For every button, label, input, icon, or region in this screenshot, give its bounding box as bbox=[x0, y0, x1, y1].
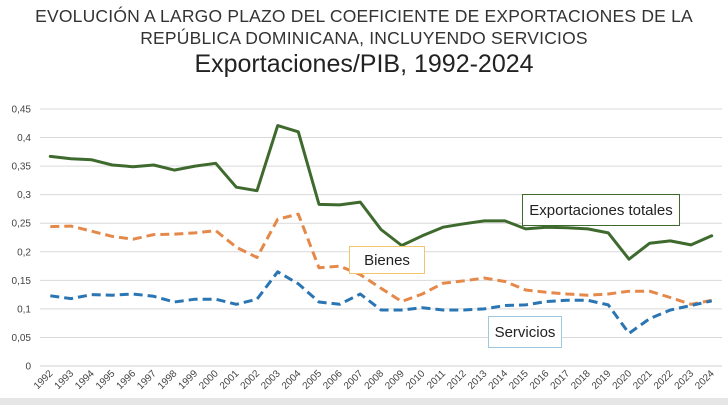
legend-label-bienes: Bienes bbox=[349, 246, 425, 274]
y-tick-label: 0 bbox=[25, 362, 31, 373]
x-tick-label: 1999 bbox=[177, 368, 201, 392]
x-axis-ticks: 1992199319941995199619971998199920002001… bbox=[32, 368, 717, 392]
gridlines bbox=[40, 108, 722, 367]
chart-title-line-1: EVOLUCIÓN A LARGO PLAZO DEL COEFICIENTE … bbox=[35, 6, 693, 26]
x-tick-label: 1996 bbox=[115, 368, 139, 392]
x-tick-label: 2018 bbox=[569, 368, 593, 392]
x-tick-label: 2022 bbox=[652, 368, 676, 392]
x-tick-label: 2011 bbox=[425, 368, 448, 391]
chart-subtitle: Exportaciones/PIB, 1992-2024 bbox=[194, 50, 534, 78]
legend-label-exportaciones-totales: Exportaciones totales bbox=[522, 194, 680, 226]
x-tick-label: 2003 bbox=[259, 368, 283, 392]
y-tick-label: 0,1 bbox=[17, 304, 31, 315]
y-axis-ticks: 0 0,05 0,1 0,15 0,2 0,25 0,3 0,35 0,4 0,45 bbox=[12, 105, 32, 373]
x-tick-label: 2001 bbox=[218, 368, 242, 392]
x-tick-label: 2019 bbox=[590, 368, 614, 392]
footer-bar bbox=[0, 398, 728, 405]
x-tick-label: 2002 bbox=[239, 368, 263, 392]
x-tick-label: 2021 bbox=[631, 368, 655, 392]
x-tick-label: 2005 bbox=[301, 368, 325, 392]
y-tick-label: 0,4 bbox=[17, 133, 31, 144]
x-tick-label: 1992 bbox=[32, 368, 56, 392]
x-tick-label: 2006 bbox=[321, 368, 345, 392]
x-tick-label: 2017 bbox=[549, 368, 573, 392]
x-tick-label: 2014 bbox=[487, 368, 511, 392]
x-tick-label: 2004 bbox=[280, 368, 304, 392]
series-line-servicios bbox=[50, 270, 713, 335]
series-line-exportaciones-totales bbox=[48, 124, 714, 261]
x-tick-label: 2023 bbox=[673, 368, 697, 392]
x-tick-label: 2007 bbox=[342, 368, 366, 392]
y-tick-label: 0,15 bbox=[12, 276, 32, 287]
x-tick-label: 2015 bbox=[507, 368, 531, 392]
x-tick-label: 2020 bbox=[611, 368, 635, 392]
series-lines bbox=[48, 124, 714, 335]
x-tick-label: 2024 bbox=[693, 368, 717, 392]
chart-title-line-2: REPÚBLICA DOMINICANA, INCLUYENDO SERVICI… bbox=[140, 28, 588, 48]
y-tick-label: 0,45 bbox=[12, 105, 32, 116]
x-tick-label: 2008 bbox=[363, 368, 387, 392]
x-tick-label: 1995 bbox=[94, 368, 118, 392]
x-tick-label: 1993 bbox=[53, 368, 77, 392]
x-tick-label: 2000 bbox=[197, 368, 221, 392]
x-tick-label: 1994 bbox=[73, 368, 97, 392]
legend-label-servicios: Servicios bbox=[488, 316, 562, 348]
x-tick-label: 1997 bbox=[135, 368, 159, 392]
x-tick-label: 2012 bbox=[445, 368, 469, 392]
series-line-bienes bbox=[50, 212, 712, 306]
y-tick-label: 0,2 bbox=[17, 247, 31, 258]
y-tick-label: 0,05 bbox=[12, 333, 32, 344]
x-tick-label: 2009 bbox=[383, 368, 407, 392]
x-tick-label: 1998 bbox=[156, 368, 180, 392]
x-tick-label: 2016 bbox=[528, 368, 552, 392]
y-tick-label: 0,3 bbox=[17, 190, 31, 201]
y-tick-label: 0,35 bbox=[12, 162, 32, 173]
x-tick-label: 2013 bbox=[466, 368, 490, 392]
y-tick-label: 0,25 bbox=[12, 219, 32, 230]
x-tick-label: 2010 bbox=[404, 368, 428, 392]
